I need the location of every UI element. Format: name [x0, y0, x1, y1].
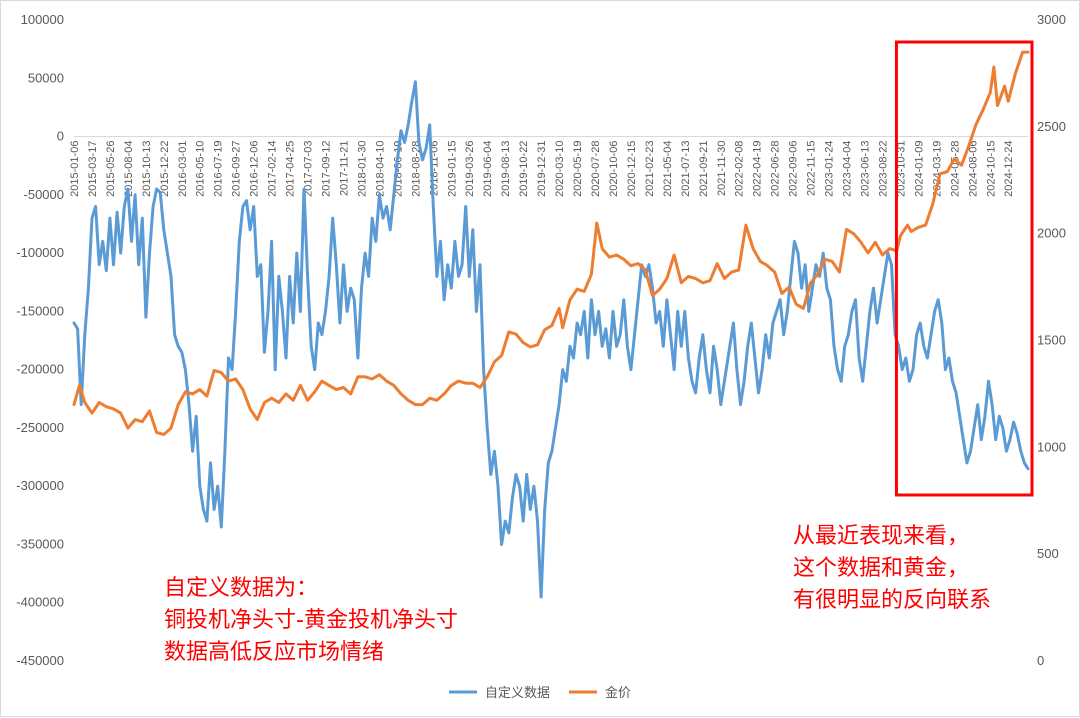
legend-label: 自定义数据 [485, 686, 550, 701]
x-tick-label: 2020-03-10 [554, 141, 566, 197]
series-line-gold-price [72, 50, 1030, 436]
x-tick-label: 2021-02-23 [644, 141, 656, 197]
x-tick-label: 2019-06-04 [482, 141, 494, 197]
legend-label: 金价 [605, 685, 631, 701]
x-tick-label: 2024-03-19 [931, 141, 943, 197]
left-tick-label: -50000 [24, 187, 64, 202]
x-tick-label: 2021-11-30 [716, 141, 728, 196]
x-tick-label: 2018-01-30 [356, 141, 368, 197]
annotation-right-line-1: 从最近表现来看， [793, 524, 970, 549]
x-tick-label: 2023-10-31 [895, 141, 907, 197]
series-lines [72, 50, 1030, 599]
x-tick-label: 2023-08-22 [877, 141, 889, 197]
x-tick-label: 2020-07-28 [590, 141, 602, 197]
annotation-right-line-2: 这个数据和黄金， [793, 556, 970, 581]
x-tick-label: 2015-10-13 [141, 141, 153, 197]
x-tick-label: 2016-09-27 [231, 141, 243, 197]
x-tick-label: 2015-12-22 [159, 141, 171, 197]
x-tick-label: 2017-11-21 [338, 141, 350, 196]
x-tick-label: 2019-03-26 [464, 141, 476, 197]
x-tick-label: 2019-08-13 [500, 141, 512, 197]
x-tick-label: 2019-12-31 [536, 141, 548, 197]
left-tick-label: 50000 [28, 70, 64, 85]
x-tick-label: 2015-01-06 [69, 141, 81, 197]
highlight-box [894, 40, 1034, 497]
x-tick-label: 2022-09-06 [788, 141, 800, 197]
x-tick-label: 2017-09-12 [321, 141, 333, 197]
right-tick-label: 1500 [1037, 333, 1066, 348]
annotation-right: 从最近表现来看， 这个数据和黄金， 有很明显的反向联系 [793, 521, 991, 617]
series-line-custom-data [72, 80, 1030, 599]
left-tick-label: -200000 [16, 362, 64, 377]
x-tick-label: 2015-08-04 [123, 141, 135, 197]
x-tick-label: 2022-04-19 [752, 141, 764, 197]
x-tick-label: 2018-04-10 [374, 141, 386, 197]
left-tick-label: -350000 [16, 536, 64, 551]
x-tick-label: 2022-02-08 [734, 141, 746, 197]
right-tick-label: 3000 [1037, 12, 1066, 27]
x-tick-label: 2019-01-15 [446, 141, 458, 197]
x-tick-label: 2021-07-13 [680, 141, 692, 197]
x-tick-label: 2015-05-26 [105, 141, 117, 197]
x-tick-label: 2020-05-19 [572, 141, 584, 197]
x-tick-label: 2021-05-04 [662, 141, 674, 197]
x-tick-label: 2020-10-06 [608, 141, 620, 197]
left-tick-label: -400000 [16, 595, 64, 610]
right-tick-label: 0 [1037, 653, 1044, 668]
left-tick-label: 0 [57, 129, 64, 144]
right-axis-ticks: 3000 2500 2000 1500 1000 500 0 [1037, 12, 1066, 668]
left-tick-label: -300000 [16, 478, 64, 493]
x-tick-label: 2015-03-17 [87, 141, 99, 197]
right-tick-label: 2500 [1037, 119, 1066, 134]
x-tick-label: 2017-07-03 [302, 141, 314, 197]
x-tick-label: 2016-12-06 [249, 141, 261, 197]
annotation-left-line-1: 自定义数据为： [164, 576, 319, 601]
x-tick-label: 2018-08-28 [410, 141, 422, 197]
x-tick-label: 2024-12-24 [1003, 141, 1015, 197]
x-tick-label: 2023-06-13 [860, 141, 872, 197]
left-axis-ticks: 100000 50000 0 -50000 -100000 -150000 -200000 -… [16, 12, 64, 668]
x-tick-label: 2024-01-09 [913, 141, 925, 197]
annotation-left-line-2: 铜投机净头寸-黄金投机净头寸 [164, 608, 458, 633]
right-tick-label: 2000 [1037, 226, 1066, 241]
x-tick-label: 2021-09-21 [698, 141, 710, 197]
x-tick-label: 2019-10-22 [518, 141, 530, 197]
x-tick-label: 2023-01-24 [824, 141, 836, 197]
annotation-right-line-3: 有很明显的反向联系 [793, 588, 992, 613]
x-tick-label: 2024-05-28 [949, 141, 961, 197]
legend: 自定义数据 金价 [449, 685, 631, 701]
right-tick-label: 1000 [1037, 439, 1066, 454]
left-tick-label: 100000 [21, 12, 64, 27]
left-tick-label: -450000 [16, 653, 64, 668]
x-tick-label: 2022-11-15 [806, 141, 818, 196]
annotation-left-line-3: 数据高低反应市场情绪 [164, 640, 385, 665]
left-tick-label: -100000 [16, 245, 64, 260]
x-axis-ticks: 2015-01-06 2015-03-17 2015-05-26 2015-08-04… [69, 141, 1015, 197]
left-tick-label: -250000 [16, 420, 64, 435]
annotation-left: 自定义数据为： 铜投机净头寸-黄金投机净头寸 数据高低反应市场情绪 [164, 573, 458, 669]
x-tick-label: 2016-05-10 [195, 141, 207, 197]
left-tick-label: -150000 [16, 303, 64, 318]
x-tick-label: 2023-04-04 [842, 141, 854, 197]
right-tick-label: 500 [1037, 546, 1059, 561]
x-tick-label: 2024-10-15 [985, 141, 997, 197]
x-tick-label: 2017-04-25 [285, 141, 297, 197]
x-tick-label: 2016-03-01 [177, 141, 189, 197]
x-tick-label: 2022-06-28 [770, 141, 782, 197]
x-tick-label: 2024-08-06 [967, 141, 979, 197]
x-tick-label: 2016-07-19 [213, 141, 225, 197]
x-tick-label: 2017-02-14 [267, 141, 279, 197]
x-tick-label: 2020-12-15 [626, 141, 638, 197]
